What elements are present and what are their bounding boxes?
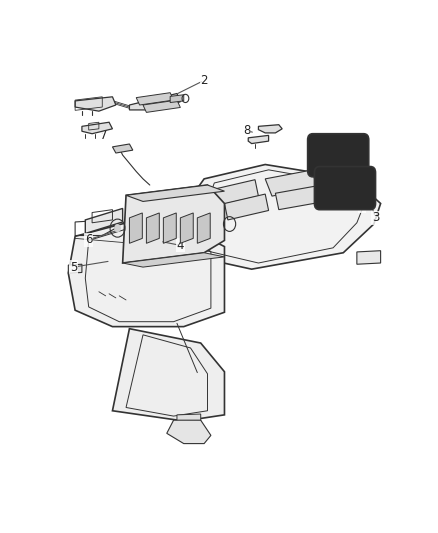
Polygon shape <box>167 420 211 443</box>
Polygon shape <box>170 95 184 102</box>
Polygon shape <box>126 185 224 201</box>
Polygon shape <box>180 213 193 243</box>
Text: 4: 4 <box>177 239 184 252</box>
Text: 8: 8 <box>243 124 250 137</box>
Polygon shape <box>85 208 123 233</box>
Polygon shape <box>143 100 180 112</box>
Polygon shape <box>68 222 224 327</box>
Polygon shape <box>177 414 201 422</box>
Polygon shape <box>170 165 381 269</box>
Polygon shape <box>214 180 258 206</box>
Polygon shape <box>123 185 224 263</box>
Polygon shape <box>146 213 159 243</box>
Circle shape <box>114 224 121 232</box>
Text: 5: 5 <box>70 261 77 273</box>
Polygon shape <box>130 93 180 110</box>
FancyBboxPatch shape <box>314 166 375 209</box>
Polygon shape <box>248 135 268 143</box>
Polygon shape <box>276 184 330 209</box>
Polygon shape <box>258 125 282 133</box>
Text: 2: 2 <box>200 74 208 87</box>
Polygon shape <box>113 144 133 153</box>
Text: 6: 6 <box>85 233 92 246</box>
Text: 1: 1 <box>358 199 366 212</box>
Polygon shape <box>163 213 176 243</box>
Text: 3: 3 <box>372 212 379 224</box>
Polygon shape <box>130 213 142 243</box>
FancyBboxPatch shape <box>307 134 369 177</box>
Polygon shape <box>82 122 113 134</box>
Polygon shape <box>123 253 224 267</box>
Text: 7: 7 <box>100 130 108 142</box>
Polygon shape <box>136 93 173 105</box>
Polygon shape <box>197 213 210 243</box>
Polygon shape <box>113 329 224 421</box>
Polygon shape <box>224 194 268 220</box>
Polygon shape <box>265 170 316 196</box>
Polygon shape <box>68 264 82 273</box>
Polygon shape <box>357 251 381 264</box>
Polygon shape <box>75 97 116 111</box>
